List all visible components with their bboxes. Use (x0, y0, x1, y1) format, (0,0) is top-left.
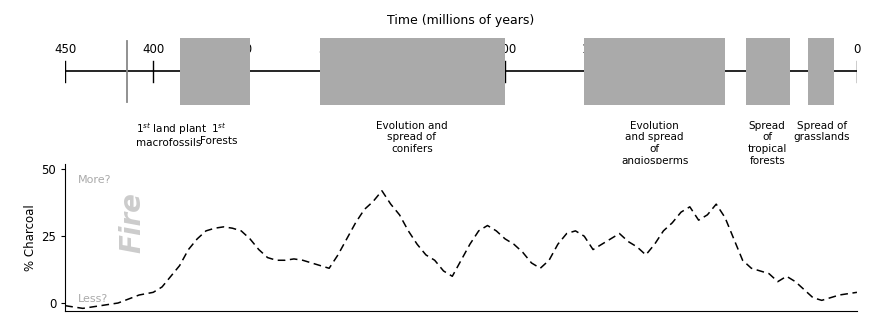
Text: 100: 100 (669, 43, 692, 56)
Text: 250: 250 (406, 43, 428, 56)
Text: Time (millions of years): Time (millions of years) (387, 14, 534, 27)
Y-axis label: % Charcoal: % Charcoal (24, 204, 37, 271)
Text: 0: 0 (852, 43, 859, 56)
Bar (806, 38, 833, 105)
Text: 400: 400 (142, 43, 164, 56)
Text: 200: 200 (494, 43, 515, 56)
Text: 450: 450 (54, 43, 76, 56)
Text: Spread
of
tropical
forests: Spread of tropical forests (746, 121, 786, 166)
Bar (746, 38, 789, 105)
Text: 350: 350 (230, 43, 252, 56)
Text: Evolution and
spread of
conifers: Evolution and spread of conifers (375, 121, 448, 154)
Text: 150: 150 (581, 43, 603, 56)
Text: Fire: Fire (118, 192, 146, 253)
Text: More?: More? (77, 175, 111, 185)
Bar (179, 38, 249, 105)
Text: 300: 300 (318, 43, 340, 56)
Text: 1$^{st}$ land plant
macrofossils: 1$^{st}$ land plant macrofossils (136, 121, 206, 148)
Text: Evolution
and spread
of
angiosperms: Evolution and spread of angiosperms (620, 121, 687, 166)
Text: 1$^{st}$
Forests: 1$^{st}$ Forests (199, 121, 236, 146)
Text: 50: 50 (760, 43, 775, 56)
Bar (320, 38, 505, 105)
Bar (584, 38, 724, 105)
Text: Spread of
grasslands: Spread of grasslands (793, 121, 849, 143)
Text: Less?: Less? (77, 294, 108, 304)
